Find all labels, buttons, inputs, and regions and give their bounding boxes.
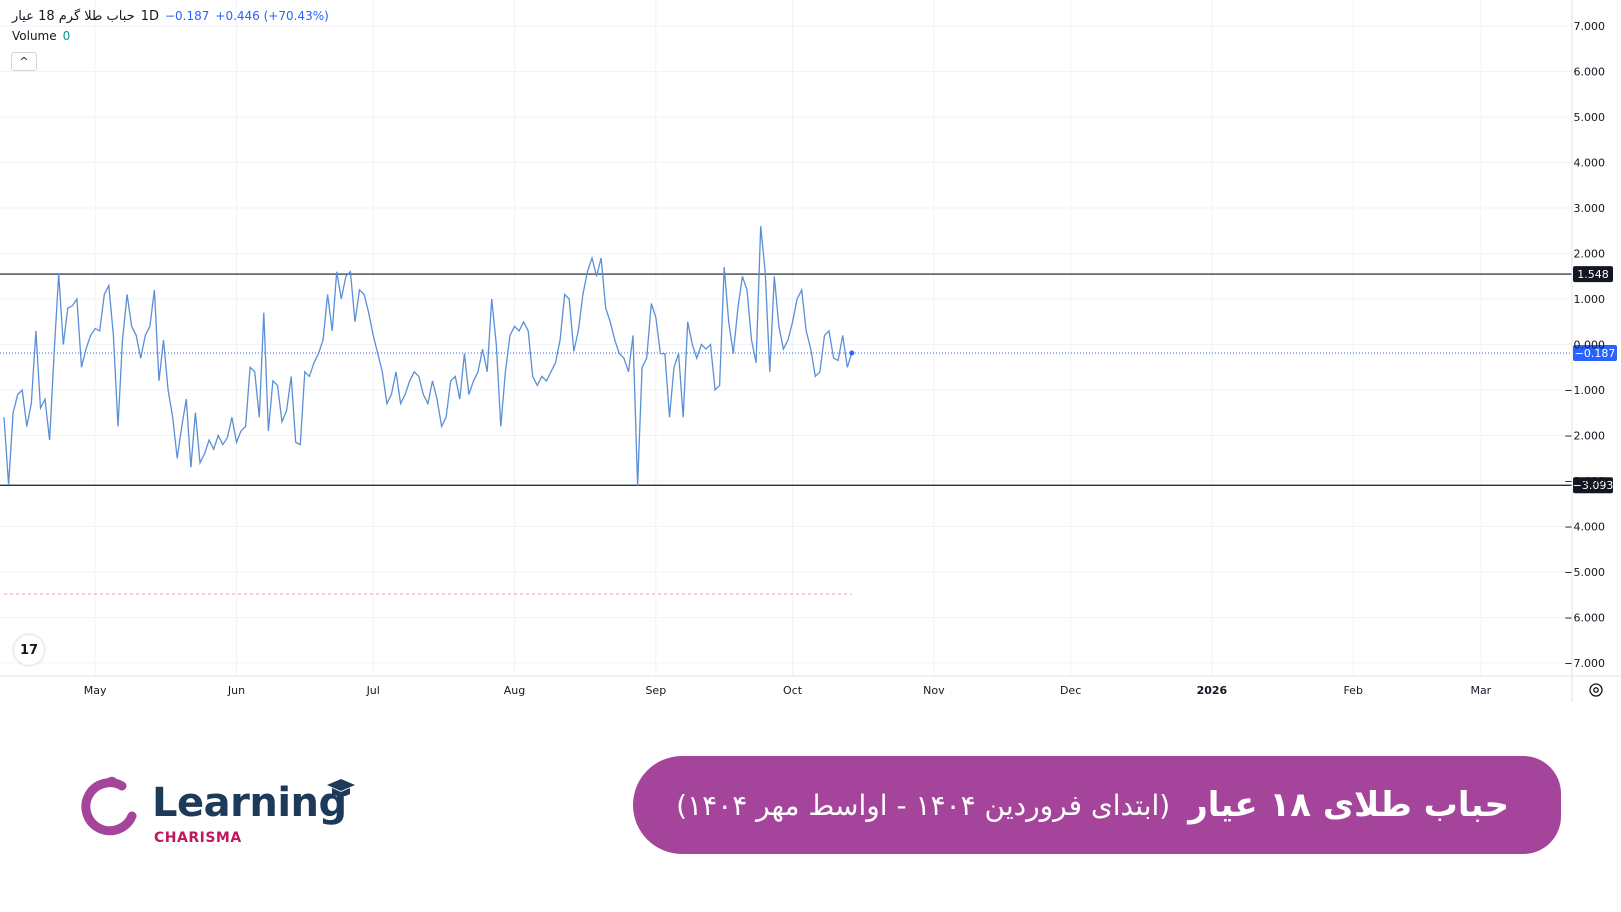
- brand-logo: Learning CHARISMA: [78, 776, 358, 856]
- level-label: 1.548: [1577, 268, 1609, 281]
- gear-icon[interactable]: [1588, 682, 1604, 698]
- x-tick-label: May: [84, 684, 107, 697]
- x-tick-label: Feb: [1343, 684, 1362, 697]
- banner-main-title: حباب طلای ۱۸ عیار: [1188, 785, 1509, 825]
- last-value: −0.187: [164, 9, 210, 23]
- y-tick-label: −7.000: [1564, 657, 1605, 670]
- x-tick-label: Dec: [1060, 684, 1081, 697]
- y-tick-label: −3.000: [1564, 475, 1605, 488]
- level-label: −3.093: [1573, 479, 1614, 492]
- change-value: +0.446 (+70.43%): [215, 9, 329, 23]
- y-tick-label: −4.000: [1564, 521, 1605, 534]
- y-tick-label: 5.000: [1574, 111, 1606, 124]
- y-tick-label: 6.000: [1574, 66, 1606, 79]
- tv-logo-text: 17: [19, 642, 39, 658]
- axes: 7.000 6.000 5.000 4.000 3.000 2.000 1.000 0.000…: [0, 0, 1621, 702]
- x-tick-label: Jun: [227, 684, 245, 697]
- x-tick-label: Nov: [923, 684, 945, 697]
- chart-area[interactable]: 1.548 −3.093 −0.187 7.000 6.000 5.000 4.000 3.…: [0, 0, 1621, 702]
- chart-legend: حباب طلا گرم 18 عیار 1D −0.187 +0.446 (+…: [12, 6, 329, 46]
- y-tick-label: 2.000: [1574, 248, 1606, 261]
- y-tick-label: −2.000: [1564, 430, 1605, 443]
- x-tick-label: Mar: [1470, 684, 1491, 697]
- y-tick-label: 1.000: [1574, 293, 1606, 306]
- title-banner: حباب طلای ۱۸ عیار (ابتدای فروردین ۱۴۰۴ -…: [633, 756, 1561, 854]
- y-tick-label: 7.000: [1574, 20, 1606, 33]
- x-tick-label: Oct: [783, 684, 803, 697]
- current-price-label: −0.187: [1575, 347, 1616, 360]
- x-tick-label: Sep: [645, 684, 666, 697]
- x-tick-label: Aug: [504, 684, 525, 697]
- tradingview-logo-icon[interactable]: 17: [14, 635, 44, 665]
- y-tick-label: −5.000: [1564, 566, 1605, 579]
- y-tick-label: −6.000: [1564, 612, 1605, 625]
- graduation-cap-icon: [327, 779, 355, 797]
- banner-title: حباب طلای ۱۸ عیار (ابتدای فروردین ۱۴۰۴ -…: [676, 756, 1509, 854]
- x-tick-label: Jul: [366, 684, 380, 697]
- series-line: [3, 226, 853, 486]
- y-tick-label: 3.000: [1574, 202, 1606, 215]
- interval-label[interactable]: 1D: [140, 8, 159, 24]
- series-layer: [3, 226, 855, 486]
- brand-name: Learning: [152, 780, 347, 826]
- level-label-bg: [1573, 266, 1613, 283]
- brand-ring-icon: [81, 776, 137, 836]
- grid-lines: [0, 0, 1572, 676]
- banner-subtitle: (ابتدای فروردین ۱۴۰۴ - اواسط مهر ۱۴۰۴): [676, 788, 1171, 822]
- brand-tagline: CHARISMA: [154, 830, 242, 846]
- y-tick-label: 0.000: [1574, 339, 1606, 352]
- collapse-legend-button[interactable]: ^: [11, 52, 37, 71]
- chevron-up-icon: ^: [19, 55, 29, 68]
- x-tick-label: 2026: [1197, 684, 1228, 697]
- symbol-name[interactable]: حباب طلا گرم 18 عیار: [12, 8, 135, 24]
- y-tick-label: 4.000: [1574, 157, 1606, 170]
- volume-label[interactable]: Volume: [12, 29, 57, 43]
- level-label-bg: [1573, 477, 1613, 494]
- current-price-label-bg: [1573, 345, 1617, 362]
- y-tick-label: −1.000: [1564, 384, 1605, 397]
- price-chart[interactable]: 1.548 −3.093 −0.187 7.000 6.000 5.000 4.000 3.…: [0, 0, 1621, 702]
- volume-value: 0: [62, 29, 71, 43]
- last-point: [849, 350, 855, 356]
